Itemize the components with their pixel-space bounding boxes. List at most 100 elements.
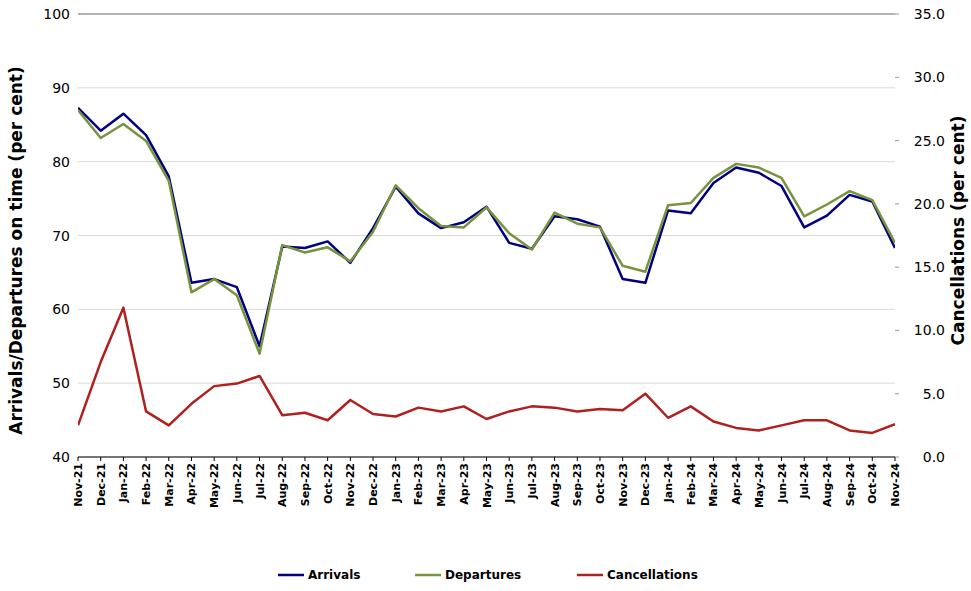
x-tick-label: Apr-23 — [458, 463, 471, 505]
y2-axis-title: Cancellations (per cent) — [948, 116, 968, 346]
x-tick-label: Nov-22 — [344, 463, 357, 507]
series-line — [78, 308, 895, 433]
y-tick-label: 50 — [52, 375, 70, 391]
x-tick — [441, 457, 442, 461]
x-tick — [668, 457, 669, 461]
grid-line — [78, 383, 895, 384]
y2-tick-label: 35.0 — [914, 6, 945, 22]
x-tick — [736, 457, 737, 461]
x-tick — [486, 457, 487, 461]
x-tick-label: Oct-24 — [866, 463, 879, 504]
x-tick-label: Feb-22 — [140, 463, 153, 505]
x-tick-label: Dec-23 — [639, 463, 652, 506]
x-tick — [758, 457, 759, 461]
x-tick — [599, 457, 600, 461]
x-tick-label: Apr-24 — [730, 463, 743, 505]
grid-line — [78, 13, 895, 15]
x-tick — [146, 457, 147, 461]
legend-label: Departures — [445, 568, 521, 582]
y-tick-label: 60 — [52, 301, 70, 317]
x-tick-label: Mar-23 — [435, 463, 448, 507]
y2-tick-label: 20.0 — [914, 196, 945, 212]
x-tick — [395, 457, 396, 461]
x-tick — [577, 457, 578, 461]
x-tick-label: Feb-24 — [685, 463, 698, 506]
y2-tick-label: 25.0 — [914, 133, 945, 149]
x-tick-label: Jan-24 — [662, 463, 675, 504]
x-tick-label: May-23 — [481, 463, 494, 508]
x-tick-label: Dec-21 — [95, 463, 108, 506]
x-tick — [327, 457, 328, 461]
x-tick — [895, 457, 896, 461]
y2-tick-label: 5.0 — [923, 386, 945, 402]
x-tick-label: Jan-22 — [117, 463, 130, 503]
x-tick — [849, 457, 850, 461]
y2-tick — [895, 393, 899, 394]
grid-line — [78, 235, 895, 236]
y2-tick — [895, 14, 899, 15]
x-tick — [804, 457, 805, 461]
y-tick-label: 100 — [43, 6, 70, 22]
y-tick-label: 80 — [52, 154, 70, 170]
grid-line — [78, 161, 895, 162]
x-tick-label: Jun-23 — [503, 463, 516, 504]
y-axis-title: Arrivals/Departures on time (per cent) — [6, 66, 26, 435]
x-tick-label: Dec-22 — [367, 463, 380, 506]
x-tick — [531, 457, 532, 461]
legend-swatch — [278, 574, 304, 577]
x-tick-label: Sep-23 — [571, 463, 584, 506]
x-tick — [645, 457, 646, 461]
legend-swatch — [577, 574, 603, 577]
y-tick-label: 90 — [52, 80, 70, 96]
lines — [78, 108, 895, 433]
grid-line — [78, 87, 895, 88]
x-tick — [78, 457, 79, 461]
y2-tick-label: 0.0 — [923, 449, 945, 465]
x-tick — [123, 457, 124, 461]
legend-label: Arrivals — [308, 568, 360, 582]
x-tick — [509, 457, 510, 461]
x-tick — [236, 457, 237, 461]
x-tick — [418, 457, 419, 461]
y2-tick-label: 15.0 — [914, 259, 945, 275]
x-tick-label: Aug-24 — [821, 463, 834, 507]
x-tick-label: Jun-24 — [776, 463, 789, 504]
y2-tick — [895, 203, 899, 204]
x-tick-label: May-22 — [208, 463, 221, 508]
x-tick-label: Sep-22 — [299, 463, 312, 506]
x-tick — [350, 457, 351, 461]
x-tick — [191, 457, 192, 461]
x-tick — [622, 457, 623, 461]
x-tick-label: Aug-23 — [549, 463, 562, 507]
x-tick — [282, 457, 283, 461]
y-tick-label: 70 — [52, 228, 70, 244]
x-tick — [781, 457, 782, 461]
x-tick — [690, 457, 691, 461]
y2-tick — [895, 140, 899, 141]
x-tick — [214, 457, 215, 461]
y2-tick — [895, 457, 899, 458]
x-tick-label: Oct-23 — [594, 463, 607, 504]
x-tick-label: Mar-24 — [707, 463, 720, 507]
x-tick — [373, 457, 374, 461]
x-tick-label: Nov-21 — [72, 463, 85, 507]
x-tick — [259, 457, 260, 461]
x-tick-label: Mar-22 — [163, 463, 176, 507]
series-line — [78, 108, 895, 346]
x-tick — [872, 457, 873, 461]
x-tick-label: Aug-22 — [276, 463, 289, 507]
x-tick-label: May-24 — [753, 463, 766, 508]
x-tick — [554, 457, 555, 461]
y-tick-label: 40 — [52, 449, 70, 465]
legend-label: Cancellations — [607, 568, 698, 582]
x-tick — [826, 457, 827, 461]
x-tick-label: Jul-23 — [526, 463, 539, 500]
y2-tick-label: 10.0 — [914, 322, 945, 338]
y2-tick-label: 30.0 — [914, 69, 945, 85]
x-tick-label: Oct-22 — [322, 463, 335, 504]
x-tick-label: Jul-22 — [254, 463, 267, 500]
y2-tick — [895, 267, 899, 268]
legend-swatch — [415, 574, 441, 577]
x-tick-label: Jan-23 — [390, 463, 403, 503]
x-tick-label: Jun-22 — [231, 463, 244, 504]
